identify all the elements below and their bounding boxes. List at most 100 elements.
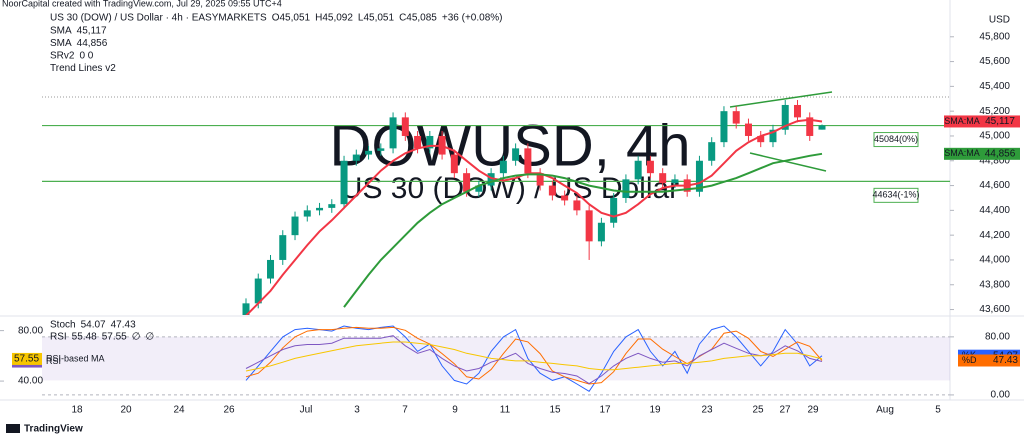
candle-body	[524, 148, 532, 174]
candle-body	[450, 154, 458, 174]
y-tick-label: 44,400	[979, 205, 1010, 216]
candle-body	[463, 173, 471, 192]
candle-body	[279, 235, 287, 260]
candle-body	[720, 111, 728, 143]
x-tick-label: 9	[452, 405, 458, 416]
y-tick-label: 43,800	[979, 279, 1010, 290]
candle-body	[254, 278, 262, 304]
legend-text: SRv2	[50, 51, 75, 62]
candle-body	[769, 129, 777, 143]
x-tick-label: 20	[120, 405, 132, 416]
y-tick-label: 80.00	[985, 332, 1010, 343]
y-tick-label: 44,200	[979, 230, 1010, 241]
price-tag-label: SMA:MA	[944, 148, 980, 158]
footer-text: TradingView	[24, 424, 83, 435]
candle-body	[561, 195, 569, 201]
tag-value: 47.43	[993, 355, 1018, 366]
legend-text: C45,085	[399, 13, 437, 24]
candle-body	[793, 104, 801, 118]
tag-name: RSI	[46, 356, 61, 366]
trend-line	[729, 91, 833, 108]
y-tick-label: 44,600	[979, 180, 1010, 191]
y-tick-label: 45,600	[979, 56, 1010, 67]
candle-body	[328, 204, 336, 208]
candle-body	[806, 117, 814, 136]
sma-line	[343, 152, 823, 308]
legend-text: ∅	[145, 332, 154, 343]
legend-text: H45,092	[315, 13, 353, 24]
x-tick-label: 5	[935, 405, 941, 416]
candle-body	[548, 185, 556, 196]
tag-box	[12, 352, 42, 365]
legend-text: US 30 (DOW) / US Dollar · 4h · EASYMARKE…	[50, 13, 267, 24]
x-tick-label: 26	[223, 405, 235, 416]
legend-text: 44,856	[77, 38, 108, 49]
candle-body	[267, 259, 275, 279]
y-tick-label: 0.00	[991, 390, 1011, 401]
logo	[6, 424, 20, 433]
candle-body	[499, 160, 507, 174]
candle-body	[426, 135, 434, 149]
x-tick-label: 24	[173, 405, 185, 416]
candle-body	[757, 135, 765, 143]
price-tag-label-box	[944, 115, 980, 128]
y-tick-label: 44,000	[979, 255, 1010, 266]
y-tick-label: 45,800	[979, 31, 1010, 42]
candle-body	[659, 173, 667, 184]
candle-body	[732, 111, 740, 124]
y-tick-label: 43,600	[979, 304, 1010, 315]
price-tag-label: SMA:MA	[944, 116, 980, 126]
x-tick-label: 27	[779, 405, 791, 416]
candle-body	[512, 148, 520, 161]
legend-text: ∅	[132, 332, 141, 343]
currency: USD	[989, 15, 1010, 26]
level-label: 44634(-1%)	[872, 190, 919, 200]
x-tick-label: 17	[599, 405, 611, 416]
candle-body	[352, 154, 360, 161]
oscillator-line	[245, 335, 823, 385]
price-tag-value: 45,117	[985, 116, 1015, 127]
x-tick-label: Aug	[876, 405, 894, 416]
legend-text: 55.48	[72, 332, 97, 343]
x-tick-label: 29	[807, 405, 819, 416]
legend-text: 0 0	[79, 51, 93, 62]
candle-body	[242, 303, 250, 315]
candle-body	[377, 148, 385, 151]
legend-text: Stoch	[50, 320, 76, 331]
candle-body	[401, 117, 409, 136]
sma-line	[245, 118, 823, 315]
y-tick-label: 45,400	[979, 81, 1010, 92]
candle-body	[622, 179, 630, 198]
candle-body	[573, 200, 581, 211]
candle-body	[475, 185, 483, 192]
legend-text: RSI	[50, 332, 67, 343]
y-tick-label: 45,200	[979, 106, 1010, 117]
price-tag-label-box	[944, 147, 980, 160]
candle-body	[340, 160, 348, 205]
candle-body	[695, 160, 703, 192]
x-tick-label: Jul	[300, 405, 313, 416]
candle-body	[744, 123, 752, 136]
x-tick-label: 25	[752, 405, 764, 416]
header-note: NoorCapital created with TradingView.com…	[2, 0, 282, 8]
legend-text: 54.07	[81, 320, 106, 331]
candle-body	[610, 197, 618, 223]
y2-tick-label: 40.00	[18, 376, 43, 387]
x-tick-label: 15	[549, 405, 561, 416]
price-tag-value: 44,856	[985, 148, 1016, 159]
level-label: 45084(0%)	[874, 134, 918, 144]
oscillator-line	[245, 326, 823, 385]
y2-tick-label: 80.00	[18, 325, 43, 336]
candle-body	[414, 135, 422, 149]
candle-body	[708, 142, 716, 161]
candle-body	[781, 104, 789, 130]
y-tick-label: 45,000	[979, 131, 1010, 142]
legend-text: +36 (+0.08%)	[442, 13, 503, 24]
tag-box	[958, 354, 1020, 367]
legend-text: SMA	[50, 26, 72, 37]
tag-name: RSI-based MA	[46, 353, 105, 363]
y-tick-label: 44,800	[979, 155, 1010, 166]
legend-text: 47.43	[111, 320, 136, 331]
